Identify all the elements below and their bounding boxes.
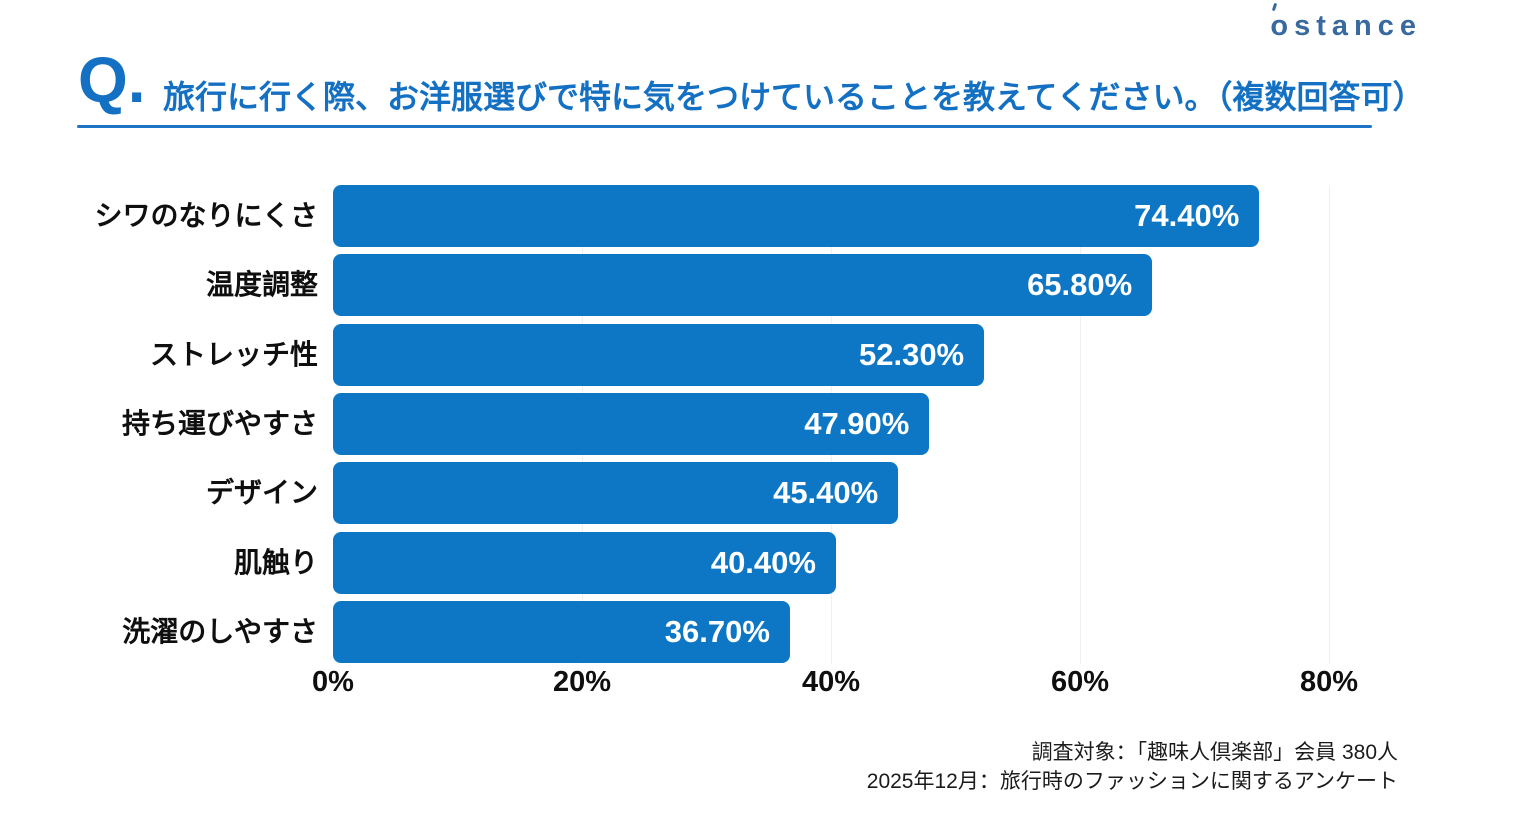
title-underline [77, 125, 1372, 128]
x-axis-tick: 60% [1050, 666, 1110, 698]
bar: 74.40% [333, 185, 1260, 247]
gridline [1329, 185, 1330, 664]
survey-date-note: 2025年12月：旅行時のファッションに関するアンケート [866, 770, 1398, 793]
bar: 65.80% [333, 254, 1153, 317]
category-label: 温度調整 [205, 269, 318, 301]
bar: 47.90% [333, 392, 930, 455]
bar: 52.30% [333, 323, 985, 386]
bar: 45.40% [333, 462, 899, 525]
category-label: ストレッチ性 [149, 338, 318, 370]
survey-source-note: 調査対象：「趣味人倶楽部」会員 380人 [1031, 741, 1398, 764]
category-label: 肌触り [233, 546, 318, 578]
x-axis-tick: 0% [312, 666, 354, 698]
category-label: デザイン [205, 477, 318, 509]
x-axis-tick: 40% [801, 666, 861, 698]
bar-value-label: 52.30% [858, 336, 965, 372]
category-label: シワのなりにくさ [94, 200, 318, 231]
bar: 36.70% [333, 600, 790, 663]
bar-row: シワのなりにくさ 74.40% [0, 185, 1536, 247]
gridline [1080, 185, 1081, 664]
x-axis-tick: 80% [1299, 666, 1359, 698]
bar-value-label: 40.40% [710, 544, 816, 580]
bar-row: 肌触り 40.40% [0, 531, 1536, 594]
logo-text: stance [1294, 10, 1422, 42]
question-title: 旅行に行く際、お洋服選びで特に気をつけていることを教えてください。（複数回答可） [163, 79, 1425, 115]
bar-row: 持ち運びやすさ 47.90% [0, 392, 1536, 455]
bar-value-label: 45.40% [773, 475, 879, 511]
category-label: 持ち運びやすさ [121, 407, 318, 439]
bar-value-label: 36.70% [664, 613, 770, 649]
bar-row: 温度調整 65.80% [0, 254, 1536, 317]
bar-row: デザイン 45.40% [0, 462, 1536, 525]
bar-row: ストレッチ性 52.30% [0, 323, 1536, 386]
bar: 40.40% [333, 531, 836, 594]
bar-row: 洗濯のしやすさ 36.70% [0, 600, 1536, 663]
bar-value-label: 47.90% [804, 405, 910, 441]
question-mark-prefix: Q. [78, 44, 146, 116]
logo-letter-o: o [1270, 2, 1294, 43]
category-label: 洗濯のしやすさ [122, 615, 318, 647]
brand-logo: ostance [1270, 2, 1422, 43]
x-axis-tick: 20% [552, 666, 612, 698]
bar-value-label: 74.40% [1134, 198, 1240, 233]
bar-value-label: 65.80% [1027, 267, 1133, 303]
